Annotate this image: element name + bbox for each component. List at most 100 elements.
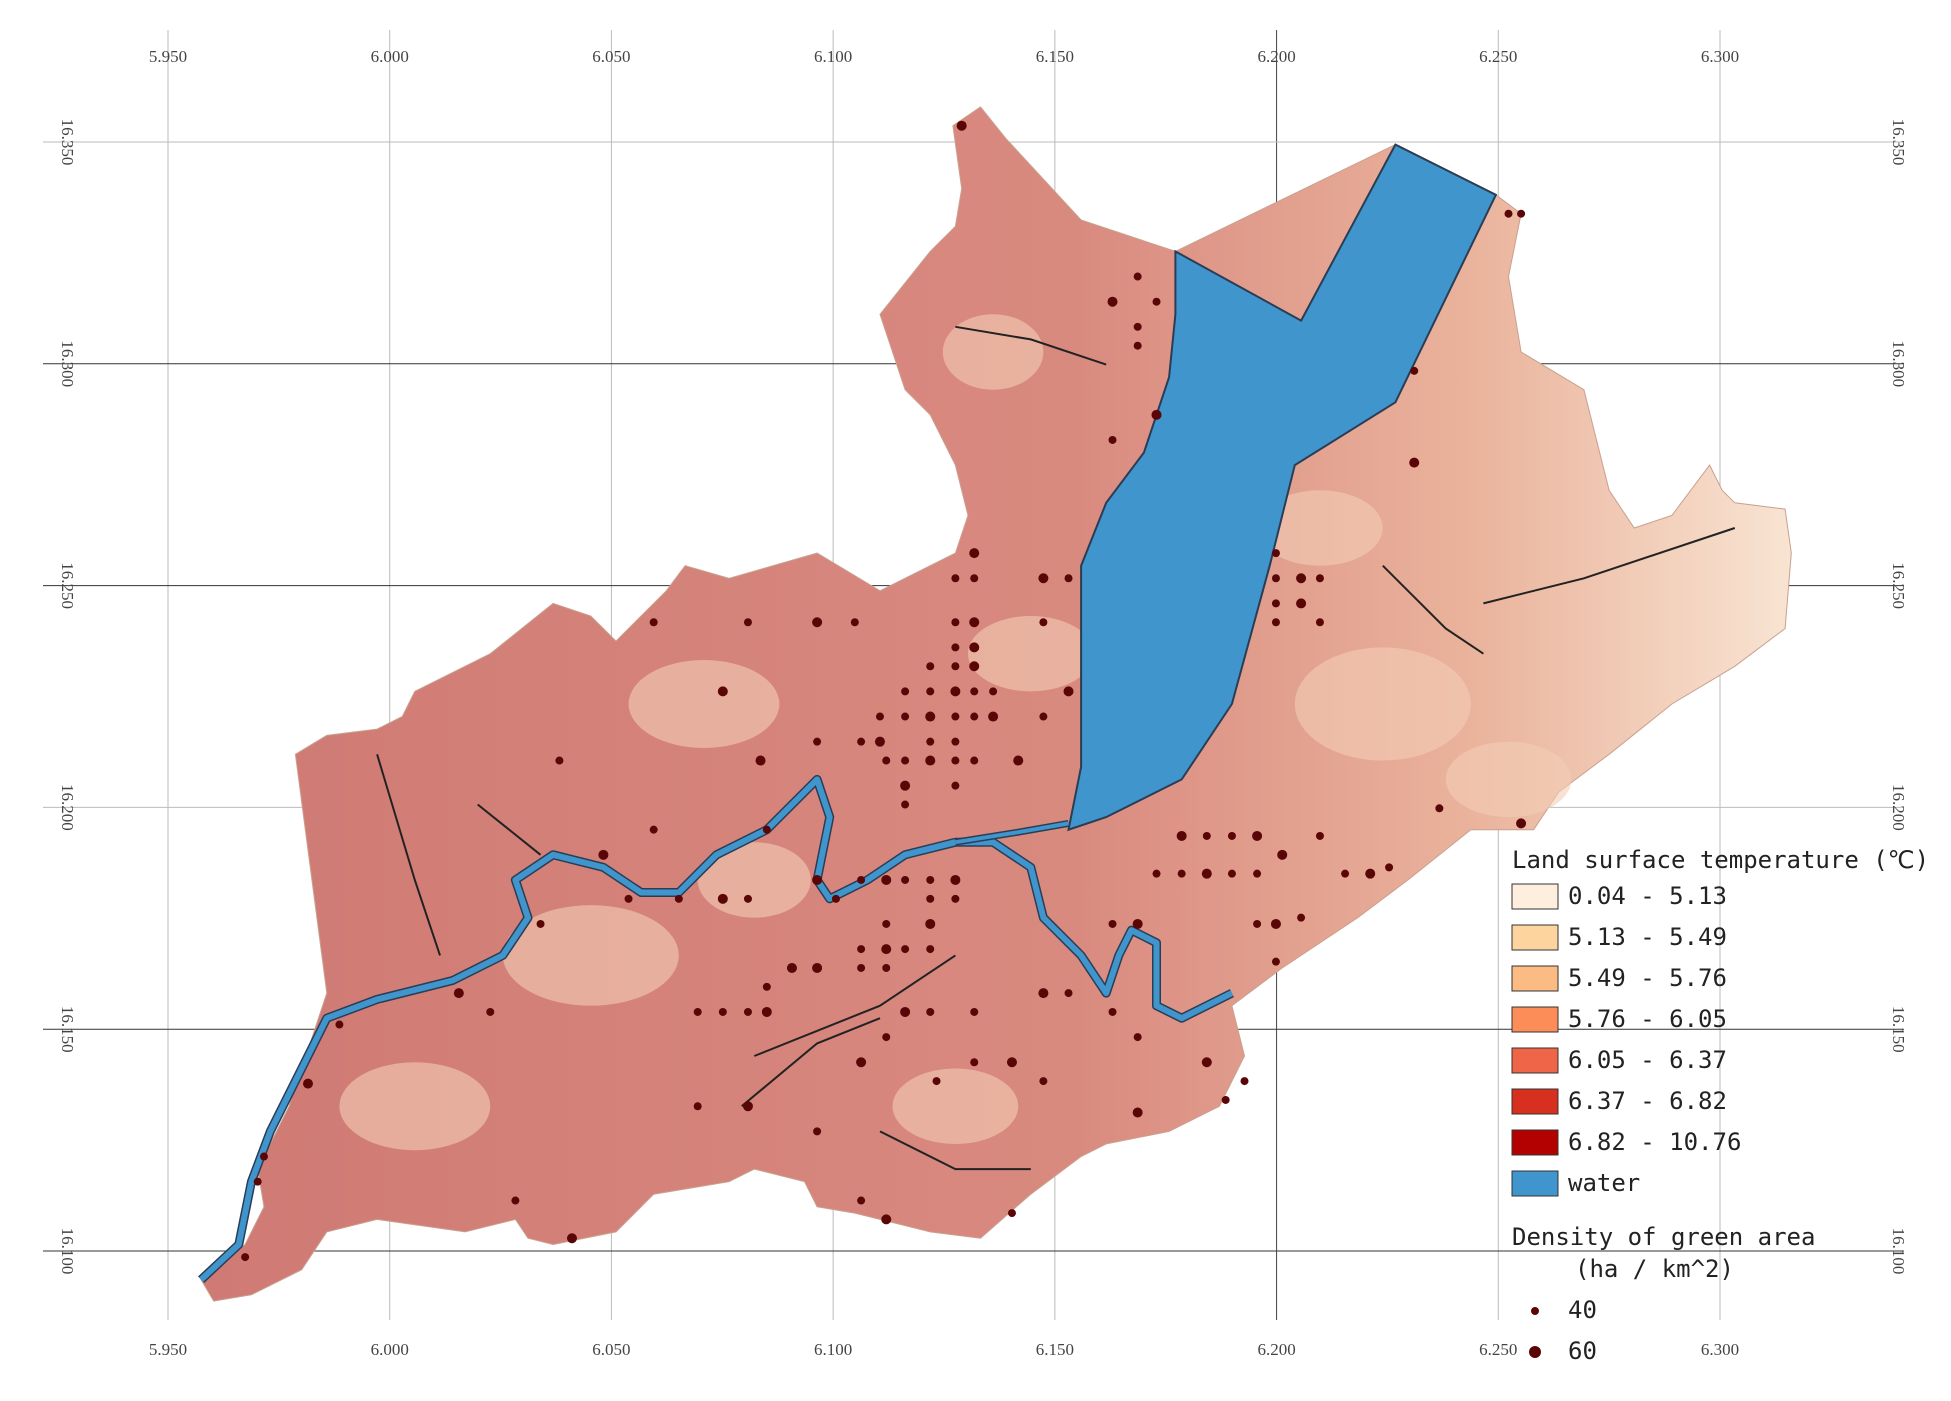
green-density-dot <box>989 687 998 696</box>
cool-patch <box>942 314 1044 390</box>
green-density-dot <box>970 756 979 765</box>
green-density-dot <box>718 1007 727 1016</box>
green-density-dot <box>926 875 935 884</box>
green-density-dot <box>926 687 935 696</box>
legend-swatch <box>1511 1170 1559 1197</box>
green-density-dot <box>901 756 910 765</box>
x-tick-label: 6.250 <box>1479 1340 1517 1359</box>
green-density-dot <box>925 755 936 766</box>
cool-patch <box>892 1068 1019 1144</box>
y-tick-label: 16.100 <box>1889 1228 1908 1275</box>
x-tick-label: 6.150 <box>1036 1340 1074 1359</box>
stream <box>376 754 441 956</box>
green-density-dot <box>693 1007 702 1016</box>
y-tick-label: 16.250 <box>58 562 77 609</box>
green-density-dot <box>1409 457 1420 468</box>
green-density-dot <box>856 1057 867 1068</box>
green-density-dot <box>932 1077 941 1086</box>
green-density-dot <box>1013 755 1024 766</box>
green-density-dot <box>1038 573 1049 584</box>
green-density-dot <box>742 1101 753 1112</box>
green-density-dot <box>624 894 633 903</box>
green-density-dot <box>259 1152 268 1161</box>
green-density-dot <box>881 1214 892 1225</box>
stream <box>1382 564 1484 655</box>
green-density-dot <box>1504 209 1513 218</box>
green-density-dot <box>1271 957 1280 966</box>
green-density-dot <box>253 1177 262 1186</box>
y-tick-label: 16.200 <box>58 784 77 831</box>
green-density-dot <box>857 875 866 884</box>
green-density-dot <box>831 894 840 903</box>
cool-patch <box>1294 647 1471 761</box>
legend-label: water <box>1568 1169 1640 1197</box>
legend-label: 0.04 - 5.13 <box>1568 882 1727 910</box>
green-density-dot <box>970 1007 979 1016</box>
x-tick-label: 6.300 <box>1701 47 1739 66</box>
legend-swatch <box>1511 1006 1559 1033</box>
green-density-dot <box>1177 869 1186 878</box>
green-density-dot <box>1315 618 1324 627</box>
green-density-dot <box>762 825 771 834</box>
green-density-dot <box>1271 574 1280 583</box>
green-density-dot <box>1271 618 1280 627</box>
x-tick-label: 6.050 <box>592 47 630 66</box>
y-tick-label: 16.200 <box>1889 784 1908 831</box>
stream <box>753 954 956 1057</box>
green-density-dot <box>881 874 892 885</box>
green-density-dot <box>926 662 935 671</box>
green-density-dot <box>882 919 891 928</box>
green-density-dot <box>1039 618 1048 627</box>
green-density-dot <box>969 642 980 653</box>
green-density-dot <box>453 988 464 999</box>
green-density-dot <box>649 618 658 627</box>
legend-label: 5.49 - 5.76 <box>1568 964 1727 992</box>
green-density-dot <box>926 1007 935 1016</box>
green-density-dot <box>969 661 980 672</box>
lake <box>1067 143 1498 832</box>
stream <box>879 1130 1031 1171</box>
legend-swatch <box>1511 883 1559 910</box>
density-title: Density of green area <box>1512 1223 1815 1251</box>
green-density-dot <box>925 918 936 929</box>
green-density-dot <box>302 1078 313 1089</box>
x-tick-label: 6.100 <box>814 47 852 66</box>
green-density-dot <box>813 737 822 746</box>
x-tick-label: 6.300 <box>1701 1340 1739 1359</box>
green-density-dot <box>956 120 967 131</box>
green-density-dot <box>1341 869 1350 878</box>
green-density-dot <box>882 756 891 765</box>
green-density-dot <box>1227 831 1236 840</box>
cool-patch <box>339 1062 491 1151</box>
green-density-dot <box>1108 919 1117 928</box>
green-density-dot <box>743 1007 752 1016</box>
green-density-dot <box>812 874 823 885</box>
green-density-dot <box>970 1058 979 1067</box>
green-density-dot <box>335 1020 344 1029</box>
green-density-dot <box>1201 1057 1212 1068</box>
x-tick-label: 6.200 <box>1257 1340 1295 1359</box>
density-label: 40 <box>1568 1296 1597 1324</box>
green-density-dot <box>755 755 766 766</box>
y-tick-label: 16.350 <box>58 119 77 166</box>
green-density-dot <box>901 712 910 721</box>
green-density-dot <box>1007 1209 1016 1218</box>
green-density-dot <box>1108 435 1117 444</box>
green-density-dot <box>1410 366 1419 375</box>
legend-swatch <box>1511 965 1559 992</box>
x-tick-label: 5.950 <box>149 1340 187 1359</box>
green-density-dot <box>1253 869 1262 878</box>
x-tick-label: 6.150 <box>1036 47 1074 66</box>
cool-patch <box>502 905 679 1006</box>
green-density-dot <box>1108 1007 1117 1016</box>
cool-patch <box>628 659 780 748</box>
green-density-dot <box>1133 1033 1142 1042</box>
green-density-dot <box>970 574 979 583</box>
x-tick-label: 6.100 <box>814 1340 852 1359</box>
green-density-dot <box>786 962 797 973</box>
green-density-dot <box>950 686 961 697</box>
green-density-dot <box>1152 869 1161 878</box>
green-density-dot <box>882 1033 891 1042</box>
green-density-dot <box>1270 918 1281 929</box>
green-density-dot <box>901 945 910 954</box>
